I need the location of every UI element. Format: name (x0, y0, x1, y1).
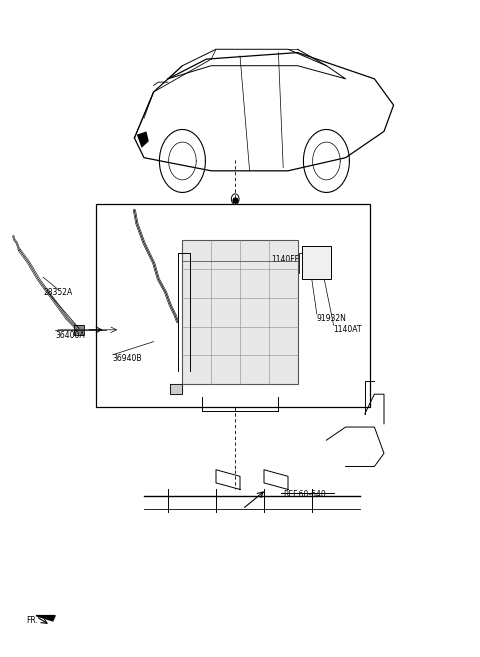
Polygon shape (137, 131, 149, 148)
Text: 36940B: 36940B (113, 353, 142, 363)
Text: 1140FF: 1140FF (271, 255, 299, 264)
Polygon shape (36, 616, 55, 621)
Text: 91932N: 91932N (317, 314, 347, 323)
Text: REF.60-640: REF.60-640 (283, 489, 326, 499)
Text: 1140AT: 1140AT (334, 325, 362, 334)
Text: 28352A: 28352A (43, 288, 72, 297)
Bar (96, 204, 370, 407)
Bar (182, 240, 298, 384)
Text: FR.: FR. (26, 616, 38, 625)
Text: 36400A: 36400A (55, 330, 85, 340)
Polygon shape (170, 384, 182, 394)
Polygon shape (74, 325, 84, 335)
Bar (302, 246, 331, 279)
